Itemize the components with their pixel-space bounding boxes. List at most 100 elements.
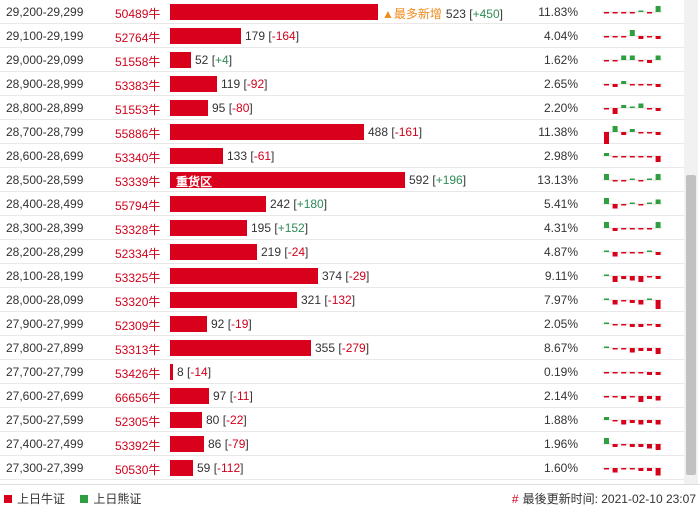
table-row[interactable]: 28,300-28,399 53328牛 195 [+152] 4.31% (0, 216, 684, 240)
volume-value: 374 [-29] (322, 269, 369, 283)
volume-value: 86 [-79] (208, 437, 249, 451)
volume-number: 592 (409, 173, 433, 187)
volume-change: [-80] (228, 101, 253, 115)
cbbc-code-link[interactable]: 53328牛 (115, 223, 161, 237)
volume-value: 195 [+152] (251, 221, 308, 235)
volume-change: [-29] (345, 269, 370, 283)
scrollbar-thumb[interactable] (686, 175, 696, 475)
trend-sparkline (602, 250, 662, 257)
percentage: 2.05% (543, 317, 578, 331)
sparkline-bar (621, 252, 627, 254)
sparkline-bar (629, 420, 635, 423)
cbbc-code-link[interactable]: 50489牛 (115, 7, 161, 21)
sparkline-bar (621, 420, 627, 425)
cbbc-code-link[interactable]: 51553牛 (115, 103, 161, 117)
table-row[interactable]: 27,900-27,999 52309牛 92 [-19] 2.05% (0, 312, 684, 336)
volume-number: 374 (322, 269, 346, 283)
cbbc-code-link[interactable]: 53313牛 (115, 343, 161, 357)
sparkline-bar (604, 250, 609, 252)
table-row[interactable]: 28,900-28,999 53383牛 119 [-92] 2.65% (0, 72, 684, 96)
volume-change: [+450] (469, 7, 503, 21)
cbbc-code-link[interactable]: 53340牛 (115, 151, 161, 165)
table-row[interactable]: 27,300-27,399 50530牛 59 [-112] 1.60% (0, 456, 684, 480)
sparkline-bar (621, 204, 627, 206)
sparkline-bar (629, 202, 635, 204)
cbbc-code-link[interactable]: 52334牛 (115, 247, 161, 261)
sparkline-bar (655, 396, 661, 401)
cbbc-code-link[interactable]: 53339牛 (115, 175, 161, 189)
volume-change: [-61] (250, 149, 275, 163)
cbbc-code-link[interactable]: 52305牛 (115, 415, 161, 429)
sparkline-bar (621, 444, 627, 446)
table-row[interactable]: 28,700-28,799 55886牛 488 [-161] 11.38% (0, 120, 684, 144)
table-row[interactable]: 29,000-29,099 51558牛 52 [+4] 1.62% (0, 48, 684, 72)
volume-value: 133 [-61] (227, 149, 274, 163)
sparkline-bar (638, 156, 644, 158)
price-range: 28,800-28,899 (6, 101, 84, 115)
volume-bar (170, 364, 173, 380)
table-row[interactable]: 27,800-27,899 53313牛 355 [-279] 8.67% (0, 336, 684, 360)
sparkline-bar (629, 324, 635, 327)
cbbc-code-link[interactable]: 53392牛 (115, 439, 161, 453)
table-row[interactable]: 28,100-28,199 53325牛 374 [-29] 9.11% (0, 264, 684, 288)
table-row[interactable]: 28,800-28,899 51553牛 95 [-80] 2.20% (0, 96, 684, 120)
table-row[interactable]: 29,200-29,299 50489牛 ▲最多新增 523 [+450] 11.83% (0, 0, 684, 24)
table-row[interactable]: 27,700-27,799 53426牛 8 [-14] 0.19% (0, 360, 684, 384)
price-range: 27,500-27,599 (6, 413, 84, 427)
price-range: 28,900-28,999 (6, 77, 84, 91)
sparkline-bar (638, 372, 644, 374)
sparkline-bar (604, 60, 609, 62)
cbbc-code-link[interactable]: 52309牛 (115, 319, 161, 333)
cbbc-code-link[interactable]: 52764牛 (115, 31, 161, 45)
trend-sparkline (602, 417, 662, 425)
table-row[interactable]: 27,500-27,599 52305牛 80 [-22] 1.88% (0, 408, 684, 432)
cbbc-code-link[interactable]: 53325牛 (115, 271, 161, 285)
table-row[interactable]: 28,200-28,299 52334牛 219 [-24] 4.87% (0, 240, 684, 264)
table-row[interactable]: 28,400-28,499 55794牛 242 [+180] 5.41% (0, 192, 684, 216)
cbbc-code-link[interactable]: 53383牛 (115, 79, 161, 93)
sparkline-bar (629, 106, 635, 108)
cbbc-code-link[interactable]: 55886牛 (115, 127, 161, 141)
sparkline-bar (604, 274, 609, 276)
sparkline-bar (655, 84, 661, 87)
sparkline-bar (621, 324, 627, 326)
volume-change: [-79] (224, 437, 249, 451)
table-row[interactable]: 28,500-28,599 53339牛 重货区 592 [+196] 13.13% (0, 168, 684, 192)
sparkline-bar (612, 396, 618, 398)
sparkline-bar (612, 444, 618, 447)
trend-sparkline (602, 81, 662, 87)
volume-change: [-11] (229, 389, 253, 403)
volume-number: 195 (251, 221, 275, 235)
volume-value: 179 [-164] (245, 29, 299, 43)
cbbc-code-link[interactable]: 51558牛 (115, 55, 161, 69)
sparkline-bar (638, 36, 644, 39)
sparkline-bar (604, 396, 609, 398)
trend-sparkline (602, 198, 662, 209)
table-row[interactable]: 27,600-27,699 66656牛 97 [-11] 2.14% (0, 384, 684, 408)
sparkline-bar (612, 420, 618, 422)
volume-value: 80 [-22] (206, 413, 247, 427)
volume-bar (170, 340, 311, 356)
volume-number: 52 (195, 53, 212, 67)
cbbc-code-link[interactable]: 55794牛 (115, 199, 161, 213)
sparkline-bar (612, 252, 618, 257)
volume-value: 355 [-279] (315, 341, 369, 355)
cbbc-code-link[interactable]: 53320牛 (115, 295, 161, 309)
vertical-scrollbar[interactable] (684, 0, 698, 484)
sparkline-bar (647, 60, 652, 63)
cbbc-code-link[interactable]: 53426牛 (115, 367, 161, 381)
sparkline-bar (612, 108, 618, 114)
sparkline-bar (638, 204, 644, 206)
cbbc-code-link[interactable]: 66656牛 (115, 391, 161, 405)
cbbc-code-link[interactable]: 50530牛 (115, 463, 161, 477)
table-row[interactable]: 29,100-29,199 52764牛 179 [-164] 4.04% (0, 24, 684, 48)
trend-sparkline (602, 6, 662, 14)
sparkline-bar (612, 276, 618, 282)
sparkline-bar (647, 298, 652, 300)
table-row[interactable]: 28,600-28,699 53340牛 133 [-61] 2.98% (0, 144, 684, 168)
sparkline-bar (638, 132, 644, 134)
sparkline-bar (647, 132, 652, 134)
table-row[interactable]: 28,000-28,099 53320牛 321 [-132] 7.97% (0, 288, 684, 312)
table-row[interactable]: 27,400-27,499 53392牛 86 [-79] 1.96% (0, 432, 684, 456)
sparkline-bar (655, 55, 661, 60)
